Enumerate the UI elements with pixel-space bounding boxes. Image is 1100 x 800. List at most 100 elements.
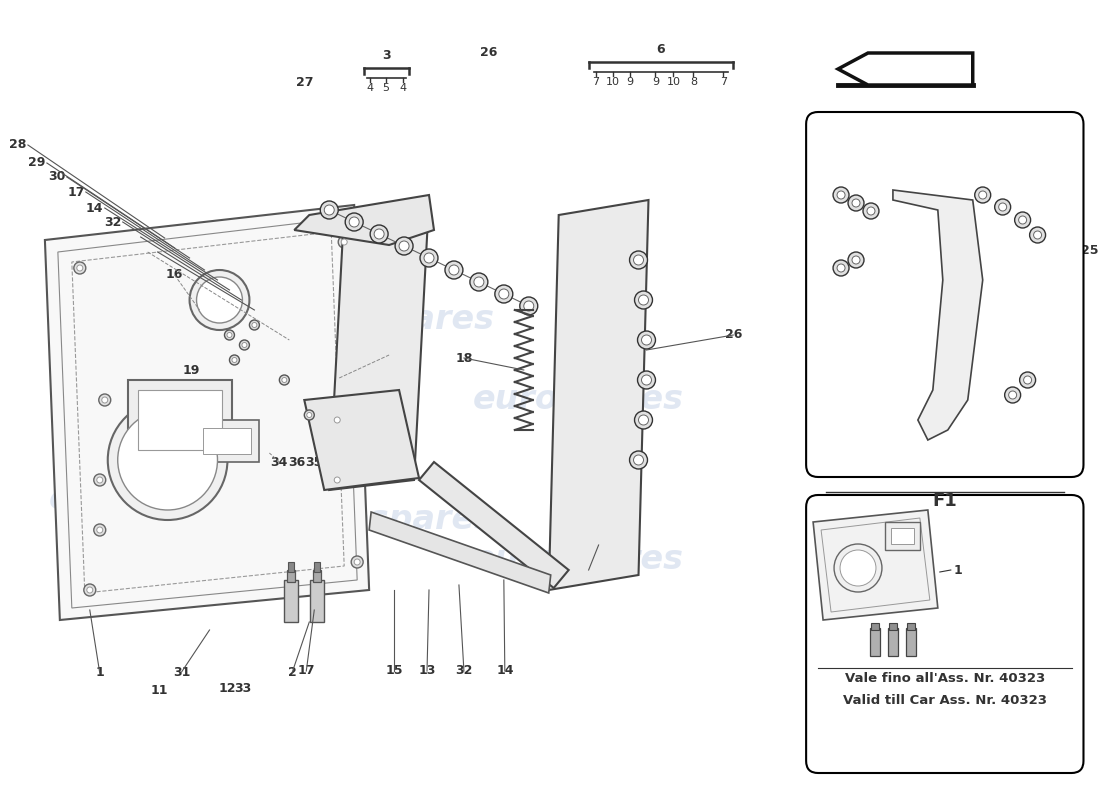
Bar bbox=[287, 570, 295, 582]
Polygon shape bbox=[419, 462, 569, 588]
Bar bbox=[884, 522, 920, 550]
Circle shape bbox=[341, 239, 348, 245]
Circle shape bbox=[305, 410, 315, 420]
Text: 4: 4 bbox=[399, 83, 407, 93]
Circle shape bbox=[833, 260, 849, 276]
Text: 10: 10 bbox=[606, 77, 619, 87]
Text: 8: 8 bbox=[690, 77, 697, 87]
Circle shape bbox=[307, 413, 311, 418]
Circle shape bbox=[74, 262, 86, 274]
Text: 21: 21 bbox=[204, 386, 221, 399]
Text: 25: 25 bbox=[1080, 243, 1098, 257]
Circle shape bbox=[837, 264, 845, 272]
Text: eurospares: eurospares bbox=[50, 263, 260, 297]
Circle shape bbox=[470, 273, 488, 291]
Circle shape bbox=[279, 375, 289, 385]
Circle shape bbox=[94, 474, 106, 486]
Circle shape bbox=[833, 187, 849, 203]
Text: 26: 26 bbox=[481, 46, 497, 58]
Text: eurospares: eurospares bbox=[284, 303, 495, 337]
Circle shape bbox=[420, 249, 438, 267]
Circle shape bbox=[1030, 227, 1046, 243]
Bar bbox=[288, 562, 295, 572]
Circle shape bbox=[97, 477, 102, 483]
Circle shape bbox=[108, 400, 228, 520]
Circle shape bbox=[446, 261, 463, 279]
Circle shape bbox=[635, 411, 652, 429]
Bar bbox=[906, 628, 916, 656]
Text: 5: 5 bbox=[383, 83, 389, 93]
Text: 19: 19 bbox=[183, 363, 200, 377]
Text: eurospares: eurospares bbox=[50, 483, 260, 517]
Text: 29: 29 bbox=[29, 157, 45, 170]
Text: 16: 16 bbox=[166, 269, 184, 282]
Circle shape bbox=[320, 201, 338, 219]
Text: 34: 34 bbox=[271, 455, 288, 469]
Circle shape bbox=[118, 410, 218, 510]
Text: 26: 26 bbox=[725, 329, 742, 342]
Text: eurospares: eurospares bbox=[473, 383, 684, 417]
Text: 2: 2 bbox=[288, 666, 297, 678]
Circle shape bbox=[520, 297, 538, 315]
Circle shape bbox=[84, 584, 96, 596]
Bar bbox=[195, 420, 260, 462]
Text: 13: 13 bbox=[122, 230, 140, 243]
Text: 14: 14 bbox=[496, 665, 514, 678]
Circle shape bbox=[638, 295, 649, 305]
Bar bbox=[871, 623, 879, 630]
Bar bbox=[315, 562, 320, 572]
Text: 27: 27 bbox=[296, 75, 314, 89]
Circle shape bbox=[634, 455, 643, 465]
Text: 33: 33 bbox=[234, 682, 251, 694]
Circle shape bbox=[189, 270, 250, 330]
Text: 13: 13 bbox=[418, 665, 436, 678]
Circle shape bbox=[1020, 372, 1035, 388]
Polygon shape bbox=[893, 190, 982, 440]
Text: 17: 17 bbox=[297, 665, 315, 678]
Bar bbox=[870, 628, 880, 656]
Circle shape bbox=[345, 213, 363, 231]
Circle shape bbox=[97, 527, 102, 533]
Circle shape bbox=[99, 394, 111, 406]
Circle shape bbox=[102, 397, 108, 403]
FancyBboxPatch shape bbox=[806, 112, 1084, 477]
Circle shape bbox=[641, 335, 651, 345]
Bar bbox=[202, 428, 252, 454]
Circle shape bbox=[1004, 387, 1021, 403]
Circle shape bbox=[629, 451, 648, 469]
Circle shape bbox=[250, 320, 260, 330]
Circle shape bbox=[495, 285, 513, 303]
Circle shape bbox=[638, 331, 656, 349]
Bar bbox=[888, 628, 898, 656]
Circle shape bbox=[240, 340, 250, 350]
Circle shape bbox=[994, 199, 1011, 215]
Text: 18: 18 bbox=[455, 351, 473, 365]
Circle shape bbox=[242, 342, 246, 347]
Circle shape bbox=[524, 301, 534, 311]
FancyBboxPatch shape bbox=[806, 495, 1084, 773]
Circle shape bbox=[424, 253, 434, 263]
Circle shape bbox=[1019, 216, 1026, 224]
Text: 15: 15 bbox=[385, 665, 403, 678]
Circle shape bbox=[87, 587, 92, 593]
Circle shape bbox=[449, 265, 459, 275]
Circle shape bbox=[197, 277, 242, 323]
Polygon shape bbox=[329, 200, 429, 490]
Circle shape bbox=[282, 378, 287, 382]
Circle shape bbox=[338, 236, 350, 248]
Circle shape bbox=[834, 544, 882, 592]
Circle shape bbox=[94, 524, 106, 536]
Circle shape bbox=[354, 559, 360, 565]
Circle shape bbox=[867, 207, 875, 215]
Polygon shape bbox=[45, 205, 370, 620]
Circle shape bbox=[474, 277, 484, 287]
Circle shape bbox=[638, 415, 649, 425]
Circle shape bbox=[1014, 212, 1031, 228]
Text: 7: 7 bbox=[592, 77, 600, 87]
Text: 32: 32 bbox=[455, 665, 473, 678]
Polygon shape bbox=[295, 195, 434, 245]
Text: 30: 30 bbox=[48, 170, 66, 183]
Circle shape bbox=[252, 322, 257, 327]
Polygon shape bbox=[305, 390, 419, 490]
Text: 16: 16 bbox=[590, 538, 607, 551]
